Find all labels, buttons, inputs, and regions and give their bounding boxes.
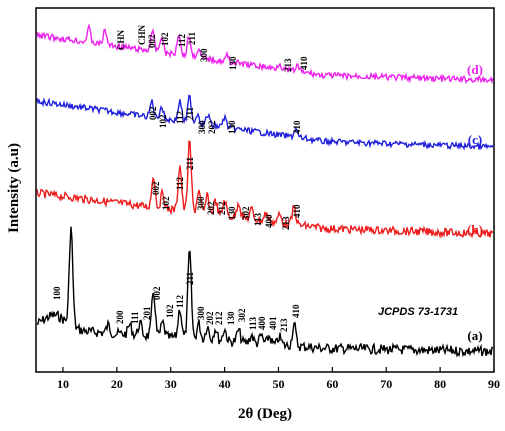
peak-label: CHN bbox=[137, 25, 147, 46]
peak-label: 002 bbox=[151, 181, 161, 195]
peak-label: 002 bbox=[147, 34, 157, 48]
series-trace bbox=[36, 140, 494, 239]
x-tick-label: 40 bbox=[219, 377, 231, 391]
y-axis-title: Intensity (a.u) bbox=[6, 143, 22, 233]
peak-label: 300 bbox=[199, 48, 209, 62]
pattern-traces bbox=[36, 23, 494, 358]
peak-label: 212 bbox=[214, 311, 224, 325]
peak-label: 102 bbox=[165, 304, 175, 318]
peak-label: 302 bbox=[237, 308, 247, 322]
peak-label: 130 bbox=[226, 311, 236, 325]
peak-label: 002 bbox=[152, 286, 162, 300]
series-label: (a) bbox=[467, 328, 482, 343]
trace-labels: (a) (b) (c) (d) bbox=[467, 62, 483, 343]
peak-label: 100 bbox=[52, 286, 62, 300]
peak-label: 113 bbox=[248, 316, 258, 330]
x-tick-label: 30 bbox=[165, 377, 177, 391]
peak-label: 202 bbox=[205, 311, 215, 325]
peak-label: 213 bbox=[283, 58, 293, 72]
peak-label: 211 bbox=[185, 106, 195, 120]
peak-label: 112 bbox=[175, 294, 185, 308]
peak-label: 300 bbox=[196, 306, 206, 320]
peak-label: 002 bbox=[148, 106, 158, 120]
peak-label: 302 bbox=[241, 206, 251, 220]
peak-label: 202 bbox=[206, 201, 216, 215]
peak-label: CHN bbox=[116, 30, 126, 51]
peak-label: 410 bbox=[291, 304, 301, 318]
peak-label: 202 bbox=[207, 120, 217, 134]
x-tick-label: 90 bbox=[488, 377, 500, 391]
peak-label: 401 bbox=[268, 316, 278, 330]
peak-label: 410 bbox=[292, 204, 302, 218]
x-axis-ticks: 10 20 30 40 50 60 70 80 90 bbox=[57, 367, 500, 391]
peak-label: 211 bbox=[187, 31, 197, 45]
peak-label: 300 bbox=[197, 120, 207, 134]
peak-label: 102 bbox=[158, 114, 168, 128]
peak-label: 111 bbox=[130, 311, 140, 324]
series-label: (b) bbox=[467, 222, 483, 237]
plot-frame bbox=[35, 7, 495, 373]
series-label: (c) bbox=[468, 132, 482, 147]
x-axis-title: 2θ (Deg) bbox=[238, 406, 292, 422]
reference-note: JCPDS 73-1731 bbox=[378, 306, 458, 318]
x-tick-label: 70 bbox=[380, 377, 392, 391]
series-trace bbox=[36, 226, 494, 358]
peak-label: 410 bbox=[292, 120, 302, 134]
peak-label: 211 bbox=[185, 156, 195, 170]
x-tick-label: 60 bbox=[326, 377, 338, 391]
peak-label: 410 bbox=[299, 56, 309, 70]
x-tick-label: 20 bbox=[111, 377, 123, 391]
peak-label: 112 bbox=[175, 110, 185, 124]
peak-label: 400 bbox=[264, 214, 274, 228]
peak-label: 102 bbox=[161, 196, 171, 210]
peak-label: 112 bbox=[177, 33, 187, 47]
peak-label: 200 bbox=[115, 310, 125, 324]
series-trace bbox=[36, 94, 494, 151]
x-tick-label: 80 bbox=[434, 377, 446, 391]
peak-label: 213 bbox=[279, 318, 289, 332]
peak-label: 130 bbox=[227, 120, 237, 134]
peak-label: 400 bbox=[257, 316, 267, 330]
series-label: (d) bbox=[467, 62, 483, 77]
peak-label: 213 bbox=[281, 216, 291, 230]
peak-label: 130 bbox=[228, 56, 238, 70]
peak-label: 201 bbox=[142, 306, 152, 320]
peak-label: 113 bbox=[253, 212, 263, 226]
peak-label: 102 bbox=[160, 32, 170, 46]
x-tick-label: 50 bbox=[272, 377, 284, 391]
peak-label: 211 bbox=[185, 271, 195, 285]
x-tick-label: 10 bbox=[57, 377, 69, 391]
peak-label: 130 bbox=[227, 206, 237, 220]
peak-label: 212 bbox=[217, 201, 227, 215]
peak-label: 112 bbox=[175, 176, 185, 190]
peak-label: 300 bbox=[196, 196, 206, 210]
series-trace bbox=[36, 23, 494, 85]
